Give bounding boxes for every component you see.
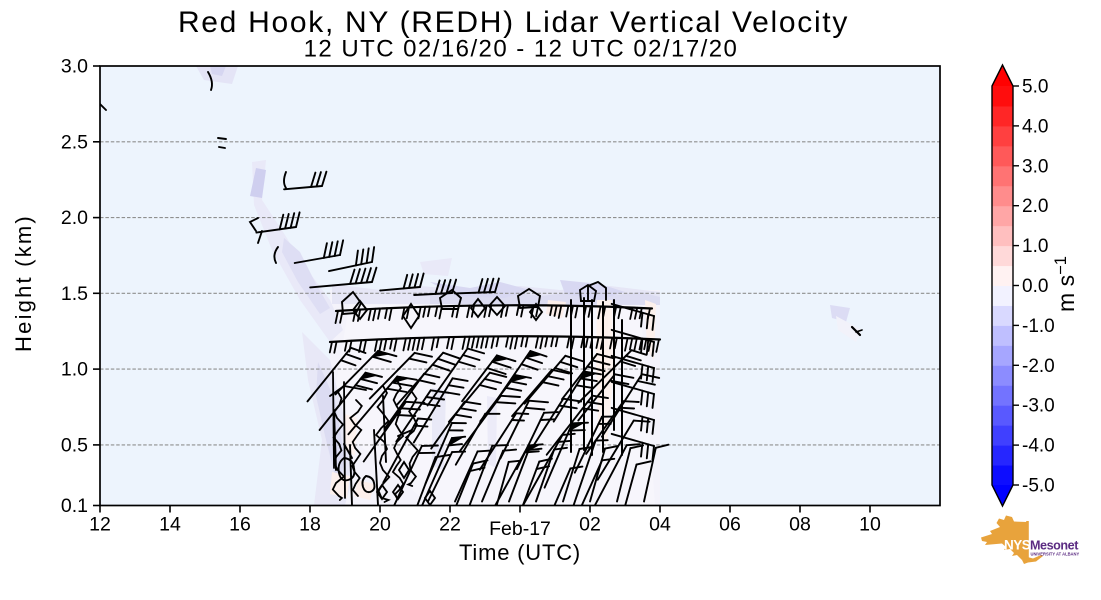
svg-text:12 UTC 02/16/20 - 12 UTC 02/17: 12 UTC 02/16/20 - 12 UTC 02/17/20 [304,36,739,63]
svg-text:4.0: 4.0 [1022,116,1048,137]
svg-text:0.1: 0.1 [61,495,88,517]
svg-text:5.0: 5.0 [1022,77,1048,98]
svg-text:1.5: 1.5 [61,283,88,305]
svg-text:Height (km): Height (km) [11,214,36,352]
svg-text:22: 22 [439,514,461,536]
svg-text:3.0: 3.0 [61,56,88,78]
svg-text:2.0: 2.0 [1022,196,1048,217]
svg-text:-5.0: -5.0 [1022,476,1055,497]
svg-text:-3.0: -3.0 [1022,396,1055,417]
svg-text:1.0: 1.0 [61,359,88,381]
svg-text:16: 16 [229,514,251,536]
svg-text:Mesonet: Mesonet [1030,539,1079,553]
svg-text:06: 06 [719,514,741,536]
svg-text:0.5: 0.5 [61,434,88,456]
svg-text:04: 04 [649,514,671,536]
svg-text:18: 18 [299,514,321,536]
svg-text:3.0: 3.0 [1022,156,1048,177]
svg-text:Time (UTC): Time (UTC) [459,540,581,565]
svg-text:10: 10 [859,514,881,536]
svg-text:2.5: 2.5 [61,131,88,153]
svg-text:-1.0: -1.0 [1022,316,1055,337]
svg-text:20: 20 [369,514,391,536]
svg-text:2.0: 2.0 [61,207,88,229]
svg-text:08: 08 [789,514,811,536]
svg-text:1.0: 1.0 [1022,236,1048,257]
svg-text:12: 12 [89,514,111,536]
svg-text:-2.0: -2.0 [1022,356,1055,377]
svg-text:Red Hook, NY (REDH) Lidar Vert: Red Hook, NY (REDH) Lidar Vertical Veloc… [178,6,849,39]
svg-text:UNIVERSITY AT ALBANY: UNIVERSITY AT ALBANY [1031,551,1080,556]
svg-text:0.0: 0.0 [1022,276,1048,297]
svg-text:NYS: NYS [1004,538,1031,553]
svg-text:14: 14 [159,514,181,536]
svg-text:-4.0: -4.0 [1022,436,1055,457]
svg-text:02: 02 [579,514,601,536]
svg-text:Feb-17: Feb-17 [489,518,551,540]
